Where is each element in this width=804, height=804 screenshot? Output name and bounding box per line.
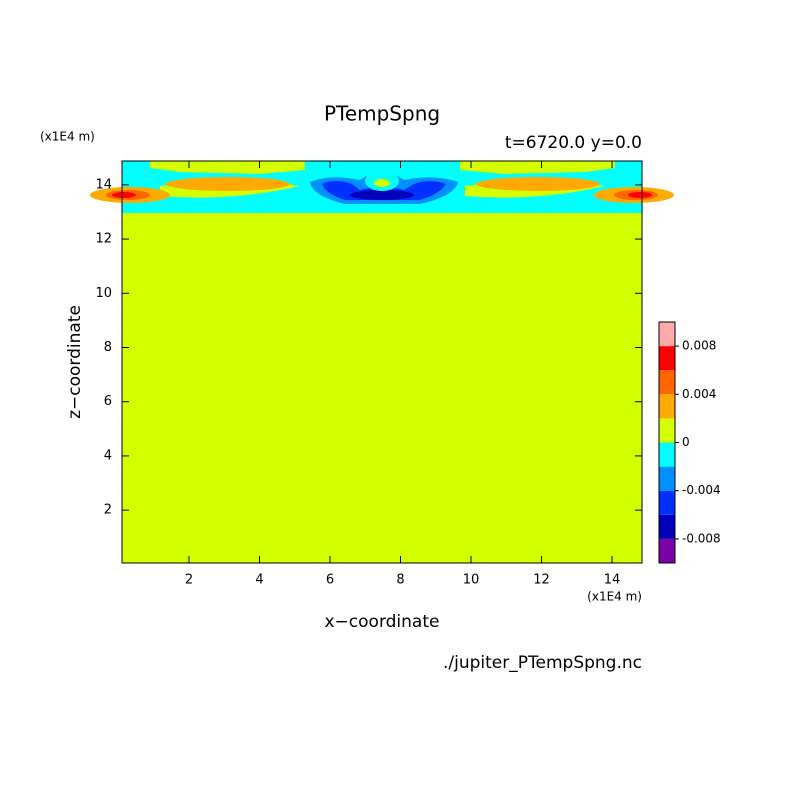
contour-fill xyxy=(350,190,414,200)
x-tick-label: 4 xyxy=(255,573,263,588)
y-tick-label: 6 xyxy=(104,394,112,409)
contour-fill xyxy=(460,161,615,174)
contour-fill xyxy=(112,192,136,198)
colorbar-swatch xyxy=(659,394,675,419)
y-tick-label: 12 xyxy=(95,232,112,247)
x-unit: (x1E4 m) xyxy=(587,590,642,604)
contour-fill xyxy=(122,161,642,563)
colorbar-swatch xyxy=(659,418,675,443)
colorbar-swatch xyxy=(659,490,675,515)
x-tick-label: 14 xyxy=(604,573,621,588)
colorbar-swatch xyxy=(659,466,675,491)
colorbar-swatch xyxy=(659,370,675,395)
x-tick-label: 2 xyxy=(185,573,193,588)
contour-fill xyxy=(166,177,290,191)
contour-fill xyxy=(476,177,600,191)
x-tick-label: 12 xyxy=(533,573,550,588)
y-tick-label: 8 xyxy=(104,340,112,355)
colorbar-label: 0 xyxy=(682,435,690,449)
chart-subtitle: t=6720.0 y=0.0 xyxy=(505,133,642,153)
contour-fill xyxy=(374,179,390,187)
x-tick-label: 8 xyxy=(396,573,404,588)
y-tick-label: 2 xyxy=(104,503,112,518)
colorbar-swatch xyxy=(659,538,675,563)
chart-title: PTempSpng xyxy=(324,102,440,126)
x-axis-label: x−coordinate xyxy=(325,612,440,632)
colorbar-swatch xyxy=(659,514,675,539)
plot-frame xyxy=(121,160,643,564)
colorbar-label: 0.004 xyxy=(682,387,716,401)
y-tick-label: 14 xyxy=(95,177,112,192)
y-tick-label: 4 xyxy=(104,448,112,463)
y-axis-label: z−coordinate xyxy=(65,305,85,419)
contour-fill xyxy=(628,192,652,198)
footer: ./jupiter_PTempSpng.nc xyxy=(443,653,642,673)
colorbar-swatch xyxy=(659,346,675,371)
colorbar-label: 0.008 xyxy=(682,339,716,353)
colorbar-label: -0.004 xyxy=(682,483,721,497)
colorbar-label: -0.008 xyxy=(682,531,721,545)
colorbar-swatch xyxy=(659,442,675,467)
x-tick-label: 10 xyxy=(463,573,480,588)
y-unit: (x1E4 m) xyxy=(40,130,95,144)
y-tick-label: 10 xyxy=(95,286,112,301)
colorbar-swatch xyxy=(659,322,675,347)
x-tick-label: 6 xyxy=(326,573,334,588)
